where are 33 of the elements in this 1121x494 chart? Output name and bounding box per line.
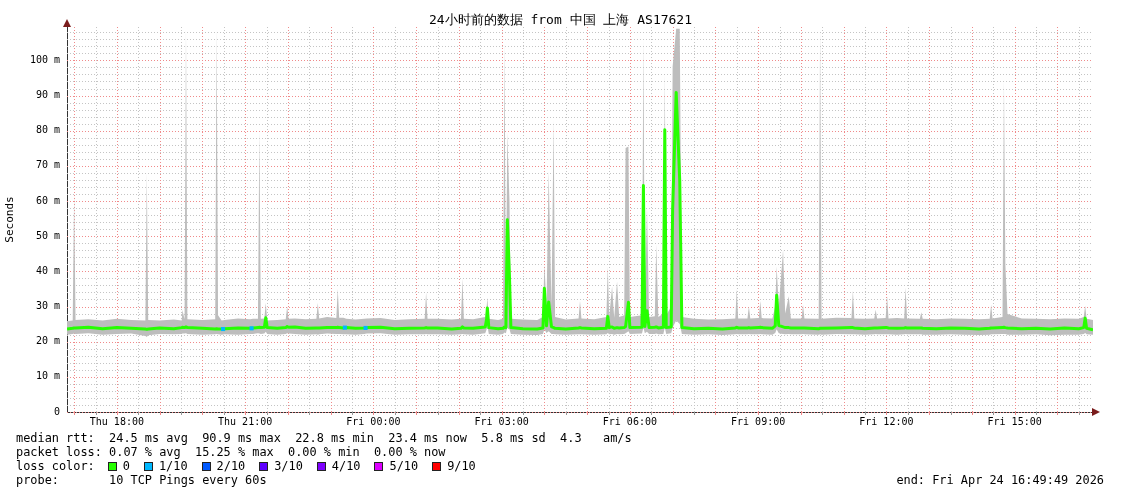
y-tick-label: 40 m bbox=[35, 264, 60, 276]
text: packet loss: 0.07 % avg 15.25 % max 0.00 % min 0.00 % now bbox=[16, 445, 446, 459]
y-tick-label: 60 m bbox=[35, 194, 60, 206]
text: probe: 10 TCP Pings every 60s bbox=[16, 473, 267, 487]
x-tick-label: Fri 00:00 bbox=[346, 415, 401, 427]
legend-title: loss color: bbox=[16, 459, 95, 473]
y-tick-label: 90 m bbox=[35, 89, 60, 101]
y-tick-label: 70 m bbox=[35, 159, 60, 171]
legend-label: 3/10 bbox=[274, 459, 303, 473]
y-tick-label: 50 m bbox=[35, 229, 60, 241]
y-tick-label: 30 m bbox=[35, 300, 60, 312]
x-tick-label: Fri 15:00 bbox=[987, 415, 1042, 427]
text: end: Fri Apr 24 16:49:49 2026 bbox=[896, 473, 1104, 487]
chart-title: 24小时前的数据 from 中国 上海 AS17621 bbox=[428, 12, 693, 27]
legend-label: 1/10 bbox=[158, 459, 188, 473]
text: median rtt: 24.5 ms avg 90.9 ms max 22.8 ms min 23.4 ms now 5.8 ms sd 4.3 am/s bbox=[16, 431, 632, 445]
y-tick-label: 80 m bbox=[35, 124, 60, 136]
x-tick-label: Thu 18:00 bbox=[89, 415, 144, 427]
legend-label: 9/10 bbox=[447, 459, 476, 473]
legend-label: 0 bbox=[122, 459, 130, 473]
x-tick-label: Fri 12:00 bbox=[859, 415, 914, 427]
x-tick-label: Fri 09:00 bbox=[731, 415, 786, 427]
x-tick-label: Fri 06:00 bbox=[602, 415, 657, 427]
legend-label: 5/10 bbox=[389, 459, 419, 473]
x-tick-label: Thu 21:00 bbox=[218, 415, 273, 427]
y-tick-label: 10 m bbox=[35, 370, 60, 382]
y-tick-label: 20 m bbox=[35, 335, 60, 347]
y-tick-label: 0 bbox=[53, 405, 60, 417]
legend-label: 2/10 bbox=[216, 459, 246, 473]
y-tick-label: 100 m bbox=[29, 54, 60, 65]
legend-label: 4/10 bbox=[331, 459, 361, 473]
x-tick-label: Fri 03:00 bbox=[474, 415, 529, 427]
y-axis-title: Seconds bbox=[3, 196, 17, 243]
